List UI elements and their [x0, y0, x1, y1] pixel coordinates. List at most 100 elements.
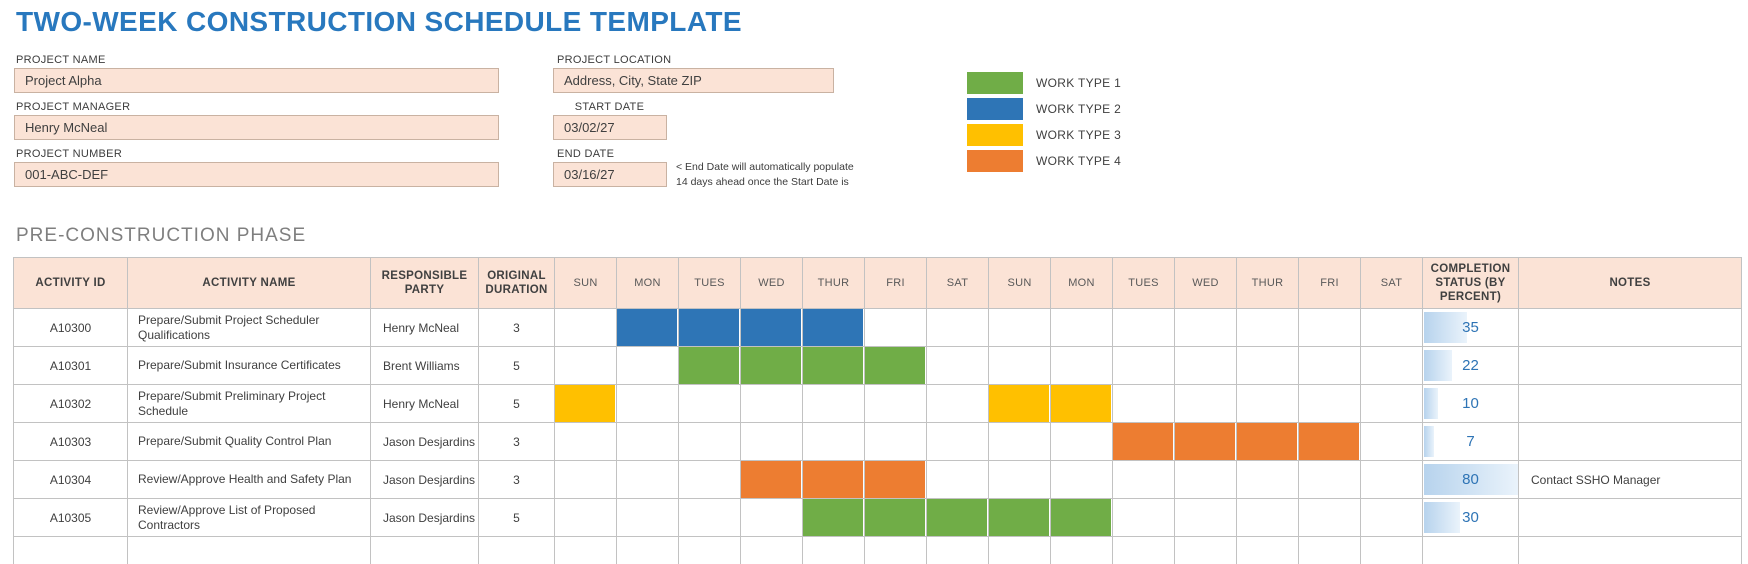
gantt-day-cell[interactable]	[1360, 498, 1423, 537]
cell-notes[interactable]	[1518, 536, 1742, 564]
gantt-day-cell[interactable]	[864, 460, 927, 499]
gantt-day-cell[interactable]	[802, 308, 865, 347]
gantt-day-cell[interactable]	[1236, 384, 1299, 423]
gantt-day-cell[interactable]	[554, 460, 617, 499]
gantt-day-cell[interactable]	[802, 346, 865, 385]
gantt-day-cell[interactable]	[616, 422, 679, 461]
gantt-day-cell[interactable]	[678, 536, 741, 564]
end-date-field[interactable]: 03/16/27	[553, 162, 667, 187]
gantt-day-cell[interactable]	[554, 346, 617, 385]
gantt-day-cell[interactable]	[1236, 346, 1299, 385]
project-number-field[interactable]: 001-ABC-DEF	[14, 162, 499, 187]
cell-responsible-party[interactable]: Henry McNeal	[370, 384, 479, 423]
gantt-day-cell[interactable]	[616, 498, 679, 537]
gantt-day-cell[interactable]	[1112, 536, 1175, 564]
cell-activity-id[interactable]: A10305	[13, 498, 128, 537]
gantt-day-cell[interactable]	[988, 536, 1051, 564]
gantt-day-cell[interactable]	[1236, 308, 1299, 347]
gantt-day-cell[interactable]	[864, 308, 927, 347]
cell-completion-status[interactable]: 7	[1422, 422, 1519, 461]
gantt-day-cell[interactable]	[1050, 498, 1113, 537]
gantt-day-cell[interactable]	[1360, 346, 1423, 385]
gantt-day-cell[interactable]	[864, 346, 927, 385]
gantt-day-cell[interactable]	[678, 384, 741, 423]
gantt-day-cell[interactable]	[1236, 536, 1299, 564]
gantt-day-cell[interactable]	[1050, 346, 1113, 385]
cell-responsible-party[interactable]: Brent Williams	[370, 346, 479, 385]
cell-notes[interactable]	[1518, 422, 1742, 461]
gantt-day-cell[interactable]	[1360, 384, 1423, 423]
gantt-day-cell[interactable]	[864, 498, 927, 537]
gantt-day-cell[interactable]	[740, 460, 803, 499]
cell-notes[interactable]	[1518, 384, 1742, 423]
gantt-day-cell[interactable]	[1174, 346, 1237, 385]
cell-original-duration[interactable]: 5	[478, 384, 555, 423]
cell-completion-status[interactable]: 10	[1422, 384, 1519, 423]
gantt-day-cell[interactable]	[1298, 536, 1361, 564]
cell-activity-name[interactable]: Prepare/Submit Quality Control Plan	[127, 422, 371, 461]
gantt-day-cell[interactable]	[740, 346, 803, 385]
cell-activity-id[interactable]: A10300	[13, 308, 128, 347]
gantt-day-cell[interactable]	[740, 536, 803, 564]
project-name-field[interactable]: Project Alpha	[14, 68, 499, 93]
gantt-day-cell[interactable]	[1050, 384, 1113, 423]
gantt-day-cell[interactable]	[988, 422, 1051, 461]
project-manager-field[interactable]: Henry McNeal	[14, 115, 499, 140]
gantt-day-cell[interactable]	[1050, 536, 1113, 564]
cell-completion-status[interactable]	[1422, 536, 1519, 564]
gantt-day-cell[interactable]	[678, 460, 741, 499]
gantt-day-cell[interactable]	[1050, 460, 1113, 499]
gantt-day-cell[interactable]	[1112, 422, 1175, 461]
cell-activity-name[interactable]: Prepare/Submit Project Scheduler Qualifi…	[127, 308, 371, 347]
gantt-day-cell[interactable]	[1174, 460, 1237, 499]
gantt-day-cell[interactable]	[1174, 422, 1237, 461]
gantt-day-cell[interactable]	[864, 384, 927, 423]
cell-notes[interactable]	[1518, 308, 1742, 347]
gantt-day-cell[interactable]	[678, 346, 741, 385]
gantt-day-cell[interactable]	[1112, 384, 1175, 423]
gantt-day-cell[interactable]	[1174, 384, 1237, 423]
cell-activity-name[interactable]: Review/Approve List of Proposed Contract…	[127, 498, 371, 537]
cell-notes[interactable]	[1518, 498, 1742, 537]
cell-responsible-party[interactable]: Jason Desjardins	[370, 460, 479, 499]
gantt-day-cell[interactable]	[678, 308, 741, 347]
gantt-day-cell[interactable]	[1360, 460, 1423, 499]
cell-activity-id[interactable]	[13, 536, 128, 564]
cell-completion-status[interactable]: 35	[1422, 308, 1519, 347]
gantt-day-cell[interactable]	[802, 498, 865, 537]
cell-original-duration[interactable]: 3	[478, 308, 555, 347]
gantt-day-cell[interactable]	[1174, 308, 1237, 347]
cell-completion-status[interactable]: 30	[1422, 498, 1519, 537]
cell-activity-id[interactable]: A10301	[13, 346, 128, 385]
gantt-day-cell[interactable]	[802, 384, 865, 423]
gantt-day-cell[interactable]	[740, 422, 803, 461]
gantt-day-cell[interactable]	[1112, 308, 1175, 347]
cell-responsible-party[interactable]	[370, 536, 479, 564]
gantt-day-cell[interactable]	[988, 346, 1051, 385]
gantt-day-cell[interactable]	[554, 536, 617, 564]
cell-original-duration[interactable]	[478, 536, 555, 564]
gantt-day-cell[interactable]	[1174, 536, 1237, 564]
gantt-day-cell[interactable]	[1174, 498, 1237, 537]
cell-activity-id[interactable]: A10304	[13, 460, 128, 499]
cell-activity-name[interactable]	[127, 536, 371, 564]
gantt-day-cell[interactable]	[740, 308, 803, 347]
cell-responsible-party[interactable]: Jason Desjardins	[370, 422, 479, 461]
gantt-day-cell[interactable]	[1360, 422, 1423, 461]
gantt-day-cell[interactable]	[926, 422, 989, 461]
gantt-day-cell[interactable]	[1360, 536, 1423, 564]
gantt-day-cell[interactable]	[1298, 384, 1361, 423]
cell-activity-name[interactable]: Prepare/Submit Insurance Certificates	[127, 346, 371, 385]
gantt-day-cell[interactable]	[926, 346, 989, 385]
start-date-field[interactable]: 03/02/27	[553, 115, 667, 140]
gantt-day-cell[interactable]	[802, 460, 865, 499]
cell-completion-status[interactable]: 80	[1422, 460, 1519, 499]
gantt-day-cell[interactable]	[864, 536, 927, 564]
cell-activity-id[interactable]: A10303	[13, 422, 128, 461]
gantt-day-cell[interactable]	[554, 384, 617, 423]
gantt-day-cell[interactable]	[616, 346, 679, 385]
gantt-day-cell[interactable]	[616, 308, 679, 347]
cell-original-duration[interactable]: 5	[478, 346, 555, 385]
gantt-day-cell[interactable]	[1236, 422, 1299, 461]
gantt-day-cell[interactable]	[864, 422, 927, 461]
